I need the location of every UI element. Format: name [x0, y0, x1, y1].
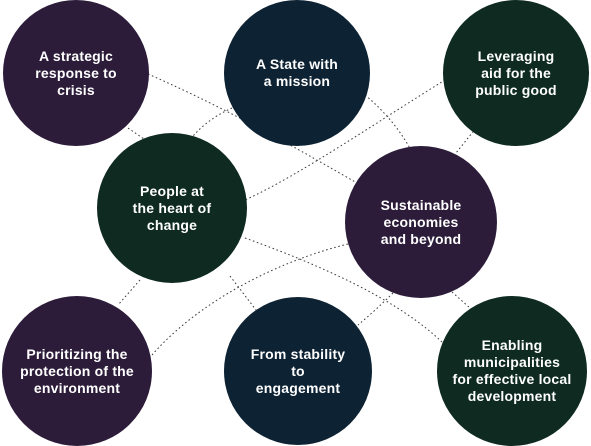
node-enabling-municipalities: Enabling municipalities for effective lo… [437, 296, 587, 446]
node-label-line: a mission [263, 73, 331, 89]
connector-line [117, 279, 141, 306]
node-sustainable-economies: Sustainable economies and beyond [345, 146, 497, 298]
node-label-line: protection of the [20, 362, 134, 379]
node-strategic-response: A strategic response to crisis [3, 0, 149, 146]
node-label-line: environment [33, 379, 121, 396]
connector-line [229, 275, 257, 311]
node-label-line: to [291, 362, 305, 379]
connector-line [244, 237, 446, 346]
connector-line [244, 79, 446, 201]
node-label-line: development [467, 388, 557, 404]
node-label-line: Prioritizing the [26, 345, 128, 362]
node-label-line: People at [139, 182, 205, 199]
node-label-line: aid for the [481, 64, 551, 81]
node-label-line: A State with [256, 56, 338, 72]
node-protection-environment: Prioritizing the protection of the envir… [2, 296, 152, 446]
connector-line [364, 94, 413, 153]
node-leveraging-aid: Leveraging aid for the public good [443, 0, 589, 146]
node-label-line: Leveraging [477, 47, 555, 64]
node-label-line: economies [383, 213, 459, 230]
node-label-line: Enabling [481, 337, 543, 353]
node-label-line: response to [35, 64, 117, 81]
node-state-with-mission: A State with a mission [224, 0, 370, 146]
node-label-line: the heart of [132, 199, 212, 216]
node-label-line: municipalities [463, 354, 561, 370]
node-label-line: A strategic [38, 47, 114, 64]
node-label-line: for effective local [452, 371, 572, 387]
node-label-line: public good [475, 81, 557, 98]
node-label-line: engagement [255, 379, 341, 396]
connector-line [357, 289, 397, 326]
node-label-line: and beyond [380, 230, 462, 247]
node-stability-engagement: From stability to engagement [224, 297, 372, 445]
node-label-line: change [146, 216, 198, 233]
node-people-at-heart: People at the heart of change [97, 133, 247, 283]
node-label-line: From stability [250, 345, 346, 362]
node-label-line: crisis [57, 81, 95, 98]
connector-line [451, 291, 471, 309]
node-label-line: Sustainable [380, 196, 462, 213]
